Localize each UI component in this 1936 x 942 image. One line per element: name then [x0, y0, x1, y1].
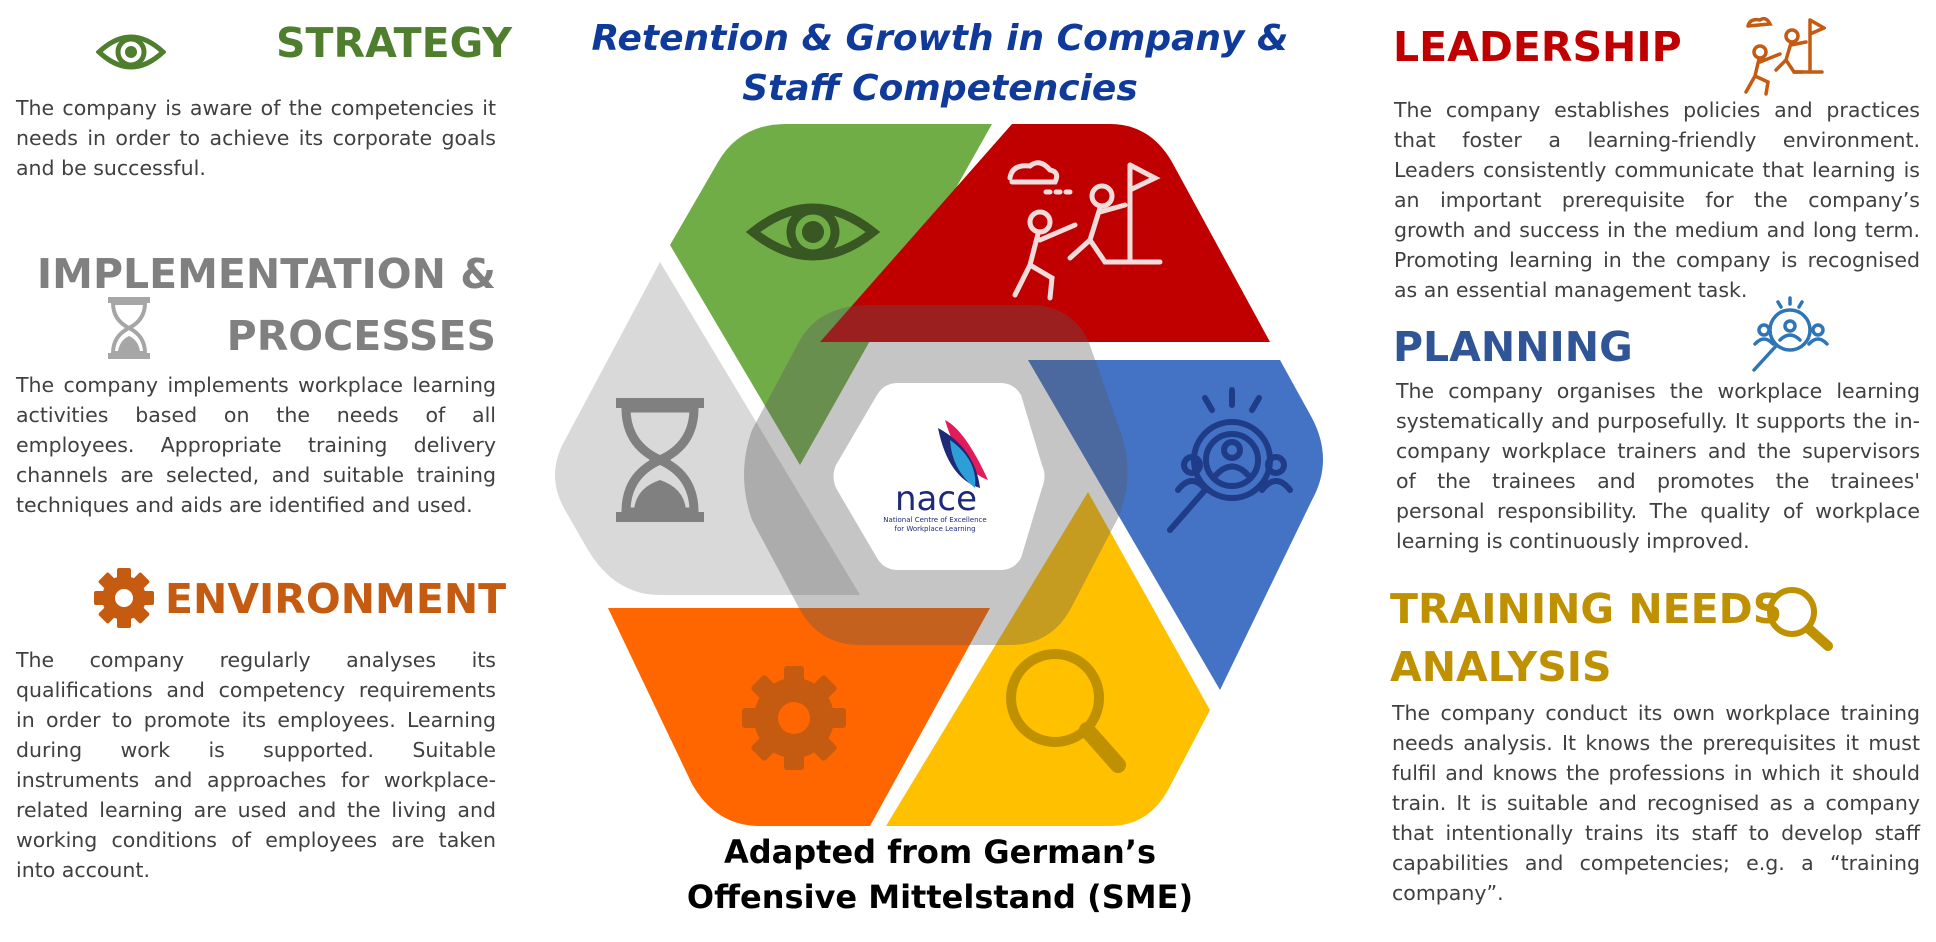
magnifier-segment-icon — [1006, 649, 1126, 773]
diagram-title: Retention & Growth in Company & Staff Co… — [591, 18, 1289, 109]
competency-hexagon-diagram: nace National Centre of Excellence for W… — [555, 124, 1323, 826]
eye-segment-icon — [745, 203, 881, 261]
caption-line2: Offensive Mittelstand (SME) — [686, 878, 1194, 916]
implementation-text: The company implements workplace learnin… — [16, 373, 496, 517]
nace-logo: nace National Centre of Excellence for W… — [883, 420, 988, 533]
implementation-heading-line2: PROCESSES — [226, 312, 496, 360]
training-heading: TRAINING NEEDS ANALYSIS — [1390, 580, 1782, 696]
planning-text: The company organises the workplace lear… — [1396, 379, 1920, 553]
logo-subtitle-2: for Workplace Learning — [894, 525, 975, 533]
eye-icon — [96, 34, 166, 70]
magnifier-icon — [1767, 587, 1833, 651]
people-search-segment-icon — [1167, 387, 1293, 533]
training-heading-line2: ANALYSIS — [1390, 643, 1612, 691]
strategy-segment — [670, 124, 992, 465]
people-search-icon — [1752, 296, 1829, 372]
gear-icon — [94, 568, 154, 628]
implementation-heading-line1: IMPLEMENTATION & — [36, 250, 496, 298]
hourglass-segment-icon — [616, 398, 704, 522]
logo-subtitle-1: National Centre of Excellence — [883, 516, 986, 524]
environment-heading: ENVIRONMENT — [165, 575, 507, 623]
gear-segment-icon — [742, 666, 846, 770]
diagram-caption: Adapted from German’s Offensive Mittelst… — [640, 830, 1240, 920]
caption-line1: Adapted from German’s — [723, 833, 1157, 871]
leadership-text: The company establishes policies and pra… — [1394, 98, 1920, 302]
strategy-text: The company is aware of the competencies… — [16, 96, 496, 180]
planning-heading: PLANNING — [1393, 323, 1633, 371]
implementation-heading: IMPLEMENTATION & PROCESSES — [16, 243, 496, 367]
environment-text: The company regularly analyses its quali… — [16, 648, 496, 882]
hourglass-icon — [108, 297, 150, 359]
training-text: The company conduct its own workplace tr… — [1392, 701, 1920, 905]
logo-wordmark: nace — [895, 479, 977, 519]
training-heading-line1: TRAINING NEEDS — [1390, 585, 1783, 633]
logo-hexagon — [833, 383, 1045, 570]
leadership-heading: LEADERSHIP — [1393, 23, 1682, 71]
climbing-team-icon — [1744, 16, 1826, 96]
climbing-team-segment-icon — [1007, 160, 1163, 301]
strategy-heading: STRATEGY — [276, 19, 513, 67]
